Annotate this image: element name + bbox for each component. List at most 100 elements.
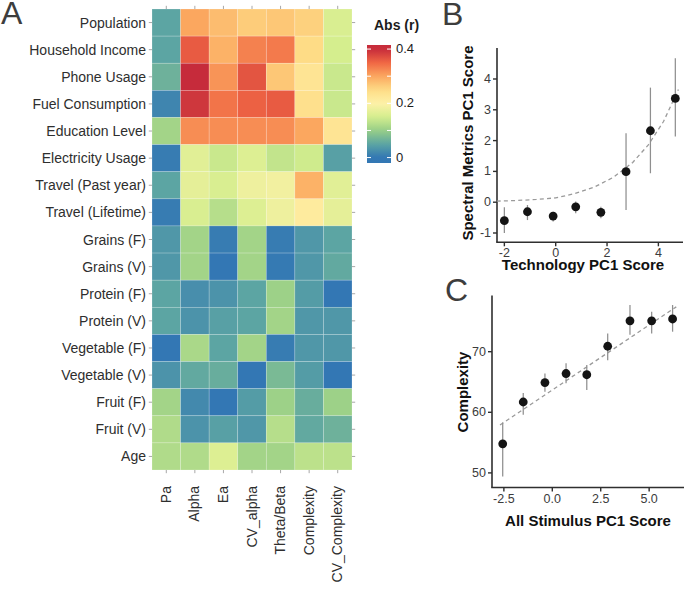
heatmap-cell [209, 117, 238, 144]
heatmap-cell [152, 90, 181, 117]
heatmap-cell [295, 307, 324, 334]
heatmap-cell [238, 416, 267, 443]
heatmap-cell [209, 443, 238, 470]
heatmap-cell [295, 172, 324, 199]
heatmap-cell [152, 307, 181, 334]
x-tick-label-C: -2.5 [486, 493, 522, 505]
heatmap-cell [209, 90, 238, 117]
x-tick-label-C: 0.0 [534, 493, 570, 505]
heatmap-cell [152, 199, 181, 226]
y-tick-label-B: 3 [456, 103, 491, 117]
heatmap-cell [323, 253, 352, 280]
heatmap-cell [266, 90, 295, 117]
heatmap-col-label: Ea [215, 486, 232, 503]
data-point-C [562, 369, 571, 378]
heatmap-row-label: Travel (Lifetime) [0, 204, 146, 220]
heatmap-cell [209, 362, 238, 389]
heatmap-cell [209, 280, 238, 307]
y-tick-label-C: 70 [451, 345, 486, 359]
data-point-B [549, 212, 558, 221]
x-tick-label-C: 5.0 [631, 493, 667, 505]
colorbar-tick-label: 0 [396, 151, 403, 165]
y-tick-label-B: 1 [456, 164, 491, 178]
heatmap-cell [323, 226, 352, 253]
heatmap-cell [295, 145, 324, 172]
heatmap-cell [238, 253, 267, 280]
heatmap-cell [181, 307, 210, 334]
trend-line-B [497, 89, 679, 201]
heatmap-cell [152, 36, 181, 63]
heatmap-cell [209, 307, 238, 334]
heatmap-cell [323, 199, 352, 226]
heatmap-cell [152, 117, 181, 144]
data-point-C [519, 398, 528, 407]
panel-c-y-axis-title: Complexity [454, 352, 471, 433]
heatmap-cell [152, 63, 181, 90]
heatmap-cell [209, 63, 238, 90]
colorbar [367, 45, 391, 163]
heatmap-cell [181, 389, 210, 416]
heatmap-col-label: Complexity [301, 486, 318, 555]
heatmap-row-label: Fruit (V) [0, 421, 146, 437]
heatmap-cell [181, 416, 210, 443]
heatmap-cell [238, 226, 267, 253]
heatmap-cell [323, 362, 352, 389]
data-point-B [596, 208, 605, 217]
heatmap-cell [238, 90, 267, 117]
heatmap-row-label: Population [0, 15, 146, 31]
heatmap-cell [323, 443, 352, 470]
heatmap-cell [152, 9, 181, 36]
heatmap-cell [209, 334, 238, 361]
data-point-C [498, 439, 507, 448]
heatmap-col-label: Theta/Beta [272, 486, 289, 555]
heatmap-cell [238, 443, 267, 470]
heatmap-cell [323, 389, 352, 416]
heatmap-cell [152, 145, 181, 172]
heatmap-cell [266, 199, 295, 226]
data-point-B [500, 216, 509, 225]
heatmap-cell [152, 362, 181, 389]
heatmap-cell [323, 90, 352, 117]
y-tick-label-B: 0 [456, 195, 491, 209]
heatmap-cell [295, 334, 324, 361]
heatmap-row-label: Protein (V) [0, 313, 146, 329]
heatmap-cell [266, 63, 295, 90]
heatmap-cell [266, 36, 295, 63]
heatmap-cell [152, 416, 181, 443]
data-point-C [668, 315, 677, 324]
heatmap-row-label: Grains (V) [0, 259, 146, 275]
heatmap-cell [295, 90, 324, 117]
heatmap-cell [181, 63, 210, 90]
heatmap-cell [209, 36, 238, 63]
heatmap-row-label: Vegetable (V) [0, 367, 146, 383]
x-tick-label-B: 0 [538, 247, 574, 259]
heatmap-cell [209, 416, 238, 443]
heatmap-cell [323, 172, 352, 199]
heatmap-cell [181, 9, 210, 36]
heatmap-cell [323, 334, 352, 361]
heatmap-col-label: CV_Complexity [329, 486, 346, 582]
heatmap-cell [181, 443, 210, 470]
heatmap-cell [209, 253, 238, 280]
y-tick-label-B: 4 [456, 72, 491, 86]
heatmap-col-label: Alpha [186, 486, 203, 522]
data-point-C [626, 316, 635, 325]
heatmap-cell [266, 389, 295, 416]
data-point-B [671, 94, 680, 103]
heatmap-row-label: Education Level [0, 123, 146, 139]
heatmap-cell [295, 280, 324, 307]
colorbar-title: Abs (r) [374, 17, 419, 33]
heatmap-cell [266, 307, 295, 334]
heatmap-row-label: Age [0, 448, 146, 464]
heatmap-cell [266, 226, 295, 253]
x-tick-label-C: 2.5 [583, 493, 619, 505]
figure: A B C Abs (r) Technology PC1 Score Spect… [0, 0, 685, 593]
heatmap-cell [295, 416, 324, 443]
heatmap-cell [238, 307, 267, 334]
heatmap-cell [152, 334, 181, 361]
heatmap-cell [266, 416, 295, 443]
heatmap-cell [152, 226, 181, 253]
heatmap-cell [295, 9, 324, 36]
heatmap-row-label: Fuel Consumption [0, 96, 146, 112]
colorbar-tick-label: 0.2 [396, 96, 414, 110]
